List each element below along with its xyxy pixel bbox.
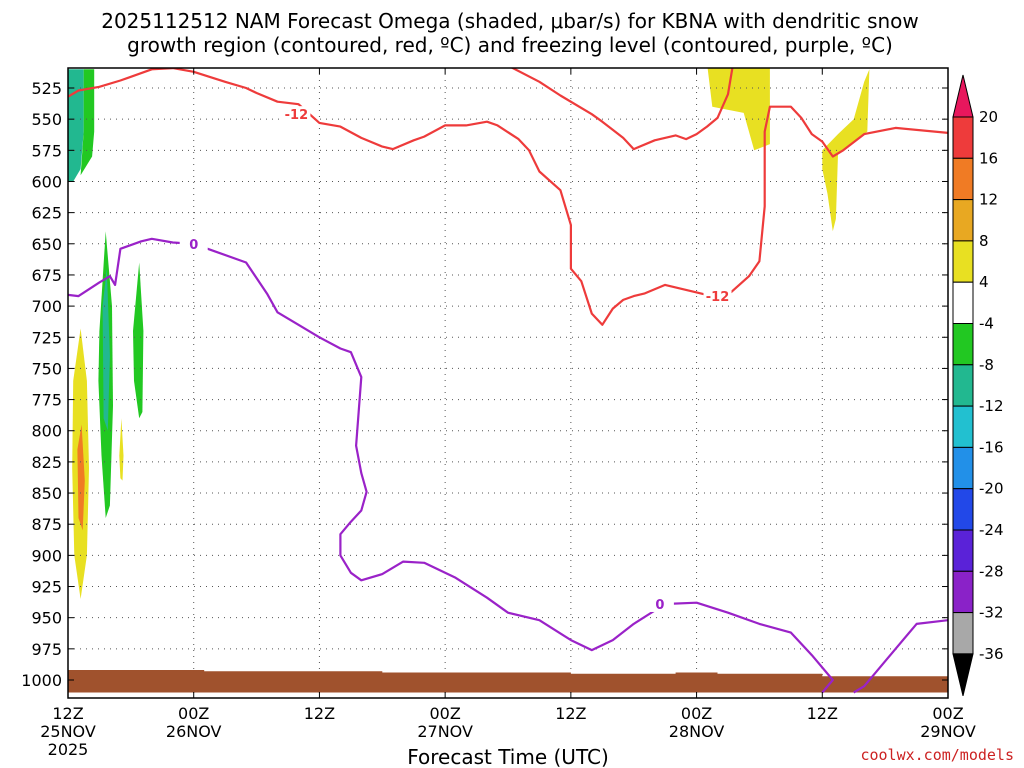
colorbar-box-3 <box>952 199 974 242</box>
y-axis-ticks: 525 550 575 600 625 650 675 700 725 750 775 800 825 8… <box>21 79 948 690</box>
y-tick-850: 850 <box>31 484 62 503</box>
y-tick-625: 625 <box>31 204 62 223</box>
grid-lines <box>68 68 948 698</box>
x-tick-time-72: 12Z <box>807 704 838 723</box>
dgz-label-2: -12 <box>706 290 730 305</box>
y-tick-775: 775 <box>31 391 62 410</box>
y-tick-900: 900 <box>31 546 62 565</box>
chart-title-line2: growth region (contoured, red, ºC) and f… <box>127 33 893 57</box>
y-tick-650: 650 <box>31 235 62 254</box>
y-tick-750: 750 <box>31 359 62 378</box>
x-tick-time-12: 00Z <box>178 704 209 723</box>
colorbar-label-0: 20 <box>979 108 998 126</box>
colorbar-label-9: -20 <box>979 480 1004 498</box>
freezing-contour-right <box>853 619 948 694</box>
dgz-contour-main <box>68 68 948 326</box>
omega-region-teal-mid-left <box>102 268 110 431</box>
x-tick-date-0: 25NOV <box>40 722 96 741</box>
colorbar-box-5 <box>952 281 974 325</box>
freezing-label-2: 0 <box>655 598 664 613</box>
surface-terrain <box>68 670 948 693</box>
colorbar-label-8: -16 <box>979 438 1004 456</box>
y-tick-950: 950 <box>31 609 62 628</box>
colorbar-box-11 <box>952 529 974 572</box>
colorbar-label-5: -4 <box>979 315 994 333</box>
freezing-label-1: 0 <box>189 238 198 253</box>
colorbar-box-4 <box>952 240 974 283</box>
x-tick-time-24: 12Z <box>304 704 335 723</box>
y-tick-925: 925 <box>31 578 62 597</box>
omega-region-yellow-small <box>119 418 124 481</box>
colorbar-box-13 <box>952 612 974 655</box>
colorbar-top-arrow <box>952 74 974 118</box>
omega-region-green-top-left <box>80 69 95 176</box>
colorbar-label-4: 4 <box>979 273 989 291</box>
x-tick-date-60: 28NOV <box>669 722 725 741</box>
colorbar-box-7 <box>952 364 974 407</box>
colorbar-box-9 <box>952 446 974 490</box>
x-tick-time-84: 00Z <box>932 704 963 723</box>
surface-fill <box>68 670 948 693</box>
colorbar-label-7: -12 <box>979 397 1004 415</box>
dgz-label-1-bg <box>282 106 311 123</box>
colorbar-box-2 <box>952 157 974 201</box>
colorbar-label-10: -24 <box>979 521 1004 539</box>
colorbar-label-3: 8 <box>979 232 989 250</box>
chart-title-line1: 2025112512 NAM Forecast Omega (shaded, μ… <box>101 9 919 33</box>
y-tick-525: 525 <box>31 79 62 98</box>
y-tick-875: 875 <box>31 515 62 534</box>
y-tick-1000: 1000 <box>21 671 62 690</box>
y-tick-800: 800 <box>31 422 62 441</box>
x-tick-date-36: 27NOV <box>417 722 473 741</box>
x-tick-date-12: 26NOV <box>166 722 222 741</box>
colorbar-box-1 <box>952 116 974 159</box>
colorbar-label-13: -36 <box>979 645 1004 663</box>
x-tick-time-0: 12Z <box>52 704 83 723</box>
dgz-contour-top <box>510 68 734 151</box>
colorbar-box-12 <box>952 570 974 614</box>
y-tick-675: 675 <box>31 266 62 285</box>
omega-region-green-mid-2 <box>133 262 144 419</box>
colorbar-bottom-arrow <box>952 653 974 697</box>
x-tick-time-48: 12Z <box>555 704 586 723</box>
y-tick-600: 600 <box>31 172 62 191</box>
y-tick-700: 700 <box>31 297 62 316</box>
dgz-label-2-bg <box>703 288 732 305</box>
omega-region-orange-low-left <box>77 424 85 531</box>
colorbar: 20 16 12 8 4 -4 -8 -12 -16 -20 -24 -28 -32 -36 <box>952 74 1004 697</box>
omega-region-yellow-top-right-2 <box>822 69 870 232</box>
x-tick-time-60: 00Z <box>681 704 712 723</box>
colorbar-box-6 <box>952 323 974 366</box>
y-tick-975: 975 <box>31 640 62 659</box>
y-tick-825: 825 <box>31 453 62 472</box>
freezing-label-1-bg <box>179 235 208 252</box>
colorbar-label-6: -8 <box>979 356 994 374</box>
colorbar-label-11: -28 <box>979 562 1004 580</box>
credit-text: coolwx.com/models <box>860 746 1014 764</box>
omega-shading <box>68 68 870 599</box>
colorbar-box-8 <box>952 405 974 448</box>
freezing-contour-main <box>68 237 834 694</box>
colorbar-label-2: 12 <box>979 191 998 209</box>
x-tick-time-36: 00Z <box>429 704 460 723</box>
dgz-label-1: -12 <box>285 108 309 123</box>
y-tick-725: 725 <box>31 328 62 347</box>
omega-region-teal-top-left <box>68 69 84 182</box>
contours: -12 -12 0 0 <box>68 68 948 694</box>
colorbar-box-10 <box>952 488 974 531</box>
colorbar-label-12: -32 <box>979 604 1004 622</box>
plot-frame <box>67 67 949 699</box>
y-tick-575: 575 <box>31 141 62 160</box>
freezing-label-2-bg <box>645 595 674 612</box>
x-axis-label: Forecast Time (UTC) <box>407 745 609 768</box>
colorbar-label-1: 16 <box>979 149 998 167</box>
omega-region-yellow-top-right-1 <box>707 68 770 151</box>
x-tick-date-84: 29NOV <box>920 722 976 741</box>
y-tick-550: 550 <box>31 110 62 129</box>
x-tick-year-0: 2025 <box>48 740 89 759</box>
